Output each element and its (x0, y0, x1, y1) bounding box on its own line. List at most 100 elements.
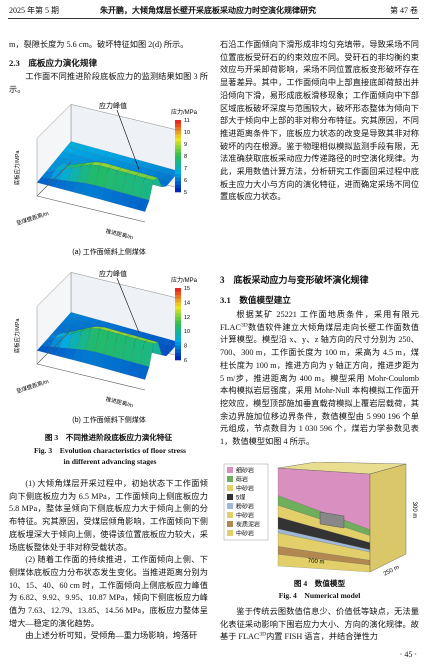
colorbar-tick: 12 (184, 315, 190, 321)
paragraph: (1) 大倾角煤层开采过程中，初始状态下工作面倾向下侧底板应力为 6.5 MPa… (9, 479, 208, 552)
annotation: 应力峰值 (99, 269, 127, 278)
volume: 第 47 卷 (390, 6, 418, 15)
colorbar-cell (175, 349, 181, 354)
x-axis-label: 至煤壁距离/m (15, 377, 50, 395)
paragraph: 石沿工作面倾向下滑形成非均匀充填带，导致采场不同位置底板受矸石的约束效应不同。受… (220, 40, 419, 202)
colorbar-tick: 10 (184, 329, 190, 335)
colorbar-tick: 8 (184, 154, 187, 160)
dimension-label: 250 m (383, 565, 401, 576)
paragraph: m，裂隙长度为 5.6 cm。破坏特征如图 2(d) 所示。 (9, 40, 189, 49)
colorbar-cell (175, 181, 181, 186)
colorbar-tick: 7 (184, 166, 187, 172)
colorbar-cell (175, 302, 181, 307)
colorbar-cell (175, 163, 181, 168)
legend-label: 炭质泥岩 (236, 521, 260, 529)
annotation-arrow (116, 277, 140, 333)
floor-edge (36, 161, 146, 223)
colorbar-cell (175, 338, 181, 343)
text: 根据某矿 25221 工作面地质条件，采用有限元 FLAC (220, 310, 419, 332)
legend-swatch (227, 494, 233, 500)
colorbar-cell (175, 288, 181, 292)
colorbar-tick: 9 (184, 142, 187, 148)
floor-edge (36, 329, 146, 391)
section-heading: 2.3 底板应力演化规律 (9, 58, 98, 68)
figure-caption: 图 4 数值模型 (293, 579, 346, 588)
text-block: (1) 大倾角煤层开采过程中，初始状态下工作面倾向下侧底板应力为 6.5 MPa… (9, 478, 208, 660)
page-number: · 45 · (399, 650, 417, 659)
legend-swatch (227, 467, 233, 473)
colorbar-cell (175, 152, 181, 157)
colorbar-cell (175, 156, 181, 160)
colorbar-cell (175, 334, 181, 339)
legend-label: 中砂岩 (236, 530, 254, 538)
figure-caption: 图 3 不同推进阶段底板应力演化特征 (44, 433, 173, 442)
annotation-arrow (116, 109, 140, 170)
legend-swatch (227, 476, 233, 482)
text: 内置 FISH 语言，并结合弹性力 (266, 632, 378, 642)
colorbar-cell (175, 291, 181, 296)
annotation: 应力峰值 (99, 101, 127, 110)
colorbar-cell (175, 148, 181, 153)
y-axis-label: 推进距离/m (105, 227, 135, 242)
working-face (319, 511, 345, 529)
colorbar-tick: 10 (184, 130, 190, 136)
colorbar-tick: 6 (184, 178, 187, 184)
legend-label: 中砂岩 (236, 485, 254, 493)
superscript: 3D (240, 321, 248, 328)
colorbar-cell (175, 138, 181, 142)
colorbar-cell (175, 331, 181, 336)
colorbar-tick: 15 (184, 286, 190, 292)
paragraph: (2) 随着工作面的持续推进，工作面倾向上侧、下侧煤体底板应力分布状态发生变化。… (9, 555, 208, 628)
colorbar-cell (175, 130, 181, 135)
z-axis-label: 底板应力/MPa (13, 150, 21, 186)
colorbar-tick: 6 (184, 358, 187, 364)
y-axis-label: 推进距离/m (105, 395, 135, 410)
x-axis-label: 至煤壁距离/m (15, 209, 50, 227)
colorbar-cell (175, 170, 181, 175)
colorbar-cell (175, 320, 181, 325)
legend-label: 中砂岩 (236, 512, 254, 520)
figure-caption-en: Fig. 4 Numerical model (278, 591, 361, 600)
subsection-heading: 3.1 数值模型建立 (220, 295, 291, 305)
colorbar-tick: 14 (184, 300, 190, 306)
colorbar-cell (175, 120, 181, 124)
colorbar-cell (175, 123, 181, 128)
legend-swatch (227, 521, 233, 527)
surface-cell (135, 197, 150, 212)
colorbar-cell (175, 306, 181, 310)
legend-box (223, 463, 269, 541)
dimension-label: 300 m (411, 502, 417, 519)
figure-3: 应力峰值应力/MPa111098765底板应力/MPa至煤壁距离/m推进距离/m… (13, 101, 198, 424)
paragraph: 工作面不同推进阶段底板应力的监测结果如图 3 所示。 (9, 72, 208, 94)
legend-label: 砾岩 (236, 476, 248, 484)
paragraph: 由上述分析可知，受倾角—重力场影响，垮落矸 (25, 631, 198, 641)
colorbar-cell (175, 295, 181, 300)
dimension-label: 700 m (308, 558, 325, 565)
paragraph: 鉴于传统云图数值信息少、价值低等缺点，无法量化表征采动影响下围岩应力大小、方向的… (220, 606, 419, 646)
running-title: 朱开鹏，大倾角煤层长壁开采底板采动应力时空演化规律研究 (100, 6, 316, 15)
colorbar-title: 应力/MPa (171, 276, 198, 284)
colorbar-cell (175, 145, 181, 150)
colorbar-cell (175, 298, 181, 303)
figure-caption-en: Fig. 3 Evolution characteristics of floo… (34, 446, 186, 466)
text: 数值软件建立大倾角煤层走向长壁工作面数值计算模型。模型沿 x、y、z 轴方向的尺… (220, 322, 419, 447)
z-axis-label: 底板应力/MPa (13, 318, 21, 354)
colorbar-cell (175, 342, 181, 346)
surface-cell (135, 364, 150, 380)
colorbar-cell (175, 174, 181, 178)
panel-caption: (b) 工作面倾斜下侧煤体 (72, 415, 146, 424)
legend-swatch (227, 512, 233, 518)
colorbar-cell (175, 309, 181, 314)
text: 鉴于传统云图数值信息少、价值低等缺点，无法量化表征采动影响下围岩应力大小、方向的… (220, 607, 419, 642)
legend-swatch (227, 530, 233, 536)
colorbar-cell (175, 324, 181, 328)
colorbar-cell (175, 188, 181, 193)
colorbar-title: 应力/MPa (171, 108, 198, 116)
colorbar-cell (175, 327, 181, 332)
header-rule (8, 18, 419, 19)
model-side (369, 463, 407, 573)
colorbar-cell (175, 356, 181, 361)
colorbar-cell (175, 313, 181, 318)
